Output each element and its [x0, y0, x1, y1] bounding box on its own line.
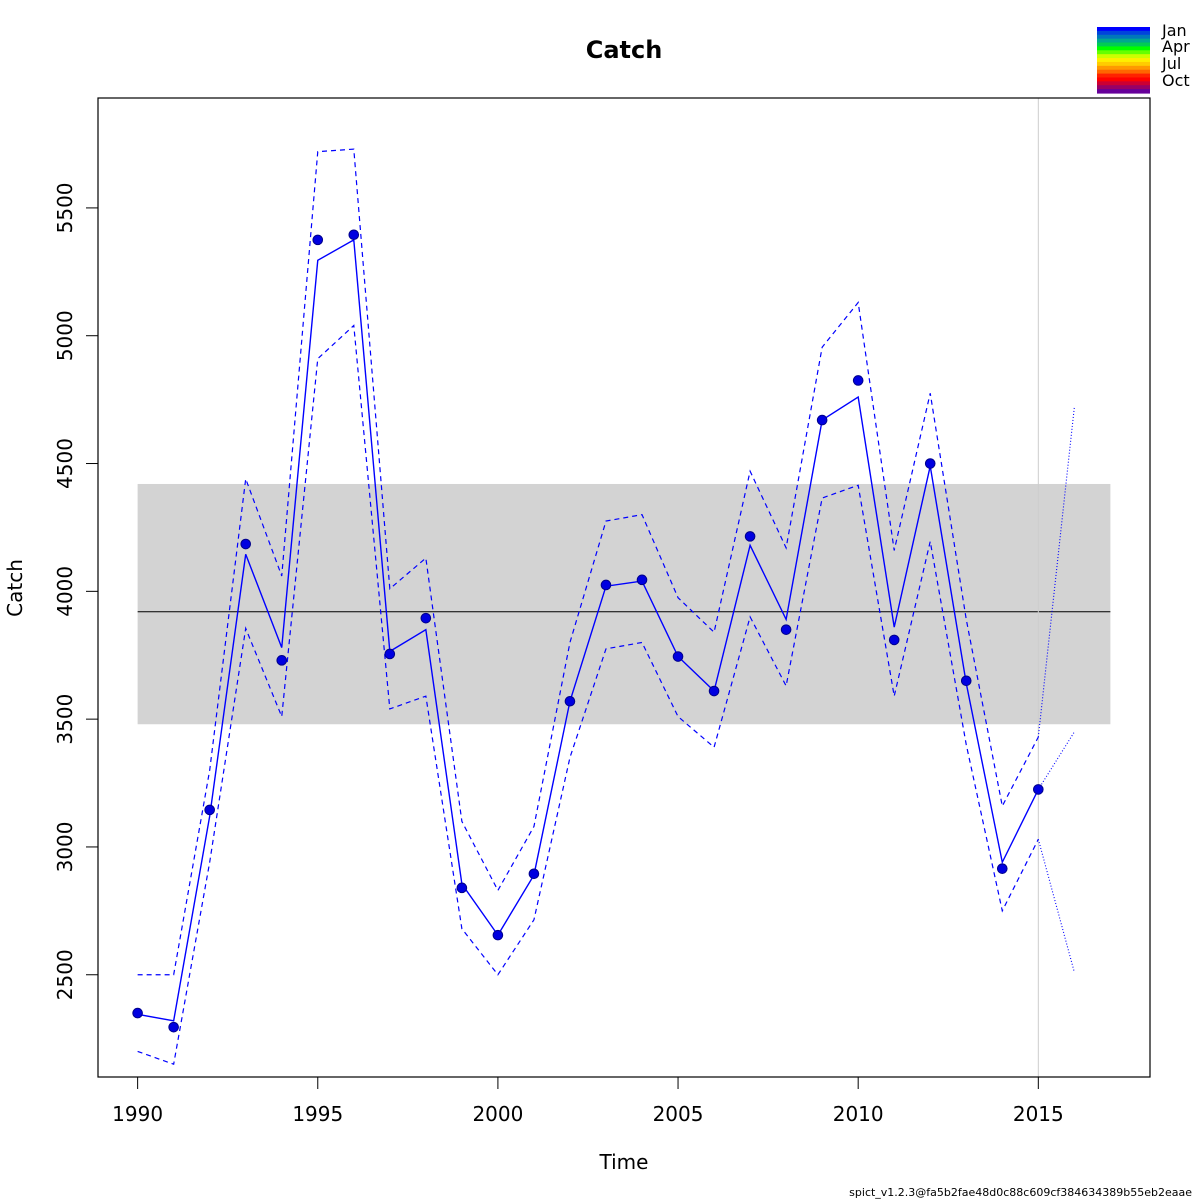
observed-point	[888, 634, 900, 646]
y-tick-label: 5000	[53, 310, 77, 361]
estimate-line	[137, 238, 1039, 1022]
y-tick-label: 5500	[53, 182, 77, 233]
observed-point	[816, 414, 828, 426]
x-axis: 1990 1995 2000 2005 2010 2015	[112, 1076, 1064, 1126]
forecast-line	[1037, 731, 1075, 790]
y-axis-label: Catch	[3, 559, 27, 617]
lower-ci-line	[137, 324, 1039, 1066]
legend-color-swatch	[1097, 46, 1150, 51]
legend-color-swatch	[1097, 27, 1150, 32]
observed-point	[132, 1007, 143, 1019]
observed-point	[528, 868, 540, 880]
legend-color-swatch	[1097, 54, 1150, 59]
observed-point	[636, 574, 648, 586]
observed-point	[240, 538, 252, 550]
observed-point	[852, 375, 864, 386]
legend-label: Oct	[1162, 71, 1190, 90]
x-tick-label: 2015	[1013, 1102, 1064, 1126]
legend-label: Jul	[1161, 54, 1181, 73]
legend-color-swatch	[1097, 65, 1150, 71]
observed-point	[924, 458, 936, 469]
version-footer: spict_v1.2.3@fa5b2fae48d0c88c609cf384634…	[849, 1186, 1192, 1199]
y-tick-label: 3500	[53, 694, 77, 745]
observed-point	[456, 882, 468, 894]
legend-label: Apr	[1162, 37, 1190, 56]
legend-color-swatch	[1097, 85, 1150, 90]
legend-color-swatch	[1097, 38, 1150, 44]
legend-color-swatch	[1097, 61, 1150, 67]
observed-point	[1033, 784, 1044, 795]
legend-color-swatch	[1097, 89, 1150, 94]
legend-color-swatch	[1097, 73, 1150, 79]
forecast-upper-line	[1037, 407, 1075, 738]
y-tick-label: 3000	[53, 821, 77, 872]
observed-point	[780, 624, 792, 635]
msy-band	[137, 483, 1111, 725]
observed-point	[960, 675, 972, 687]
observed-point	[564, 695, 576, 707]
y-tick-label: 4500	[53, 438, 77, 489]
observed-point	[276, 655, 288, 666]
x-tick-label: 1995	[292, 1102, 343, 1126]
legend-color-swatch	[1097, 77, 1150, 82]
observed-point	[420, 612, 432, 624]
observed-point	[600, 579, 612, 591]
plot-area	[132, 98, 1111, 1077]
x-tick-label: 2010	[833, 1102, 884, 1126]
y-axis: 2500 3000 3500 4000 4500 5000 5500	[53, 182, 99, 1000]
legend-color-swatch	[1097, 50, 1150, 55]
observed-point	[672, 651, 684, 662]
legend-label: Jan	[1161, 21, 1187, 40]
y-tick-label: 4000	[53, 566, 77, 617]
observed-point	[204, 804, 215, 816]
x-tick-label: 2000	[472, 1102, 523, 1126]
chart-title: Catch	[586, 36, 663, 64]
observed-point	[744, 531, 756, 542]
upper-ci-line	[137, 148, 1039, 976]
observed-point	[312, 234, 324, 246]
x-tick-label: 1990	[112, 1102, 163, 1126]
observed-point	[996, 863, 1008, 874]
legend-color-swatch	[1097, 58, 1150, 63]
legend-color-swatch	[1097, 34, 1150, 40]
legend-color-swatch	[1097, 30, 1150, 36]
legend-color-swatch	[1097, 81, 1150, 86]
y-tick-label: 2500	[53, 949, 77, 1000]
x-axis-label: Time	[599, 1150, 649, 1174]
forecast-lower-line	[1037, 839, 1075, 973]
x-tick-label: 2005	[653, 1102, 704, 1126]
legend-color-swatch	[1097, 42, 1150, 48]
observed-point	[384, 648, 396, 660]
observed-point	[708, 685, 720, 697]
observed-point	[492, 929, 504, 941]
observed-point	[348, 229, 360, 241]
observed-point	[168, 1021, 179, 1033]
legend-color-swatch	[1097, 69, 1150, 75]
